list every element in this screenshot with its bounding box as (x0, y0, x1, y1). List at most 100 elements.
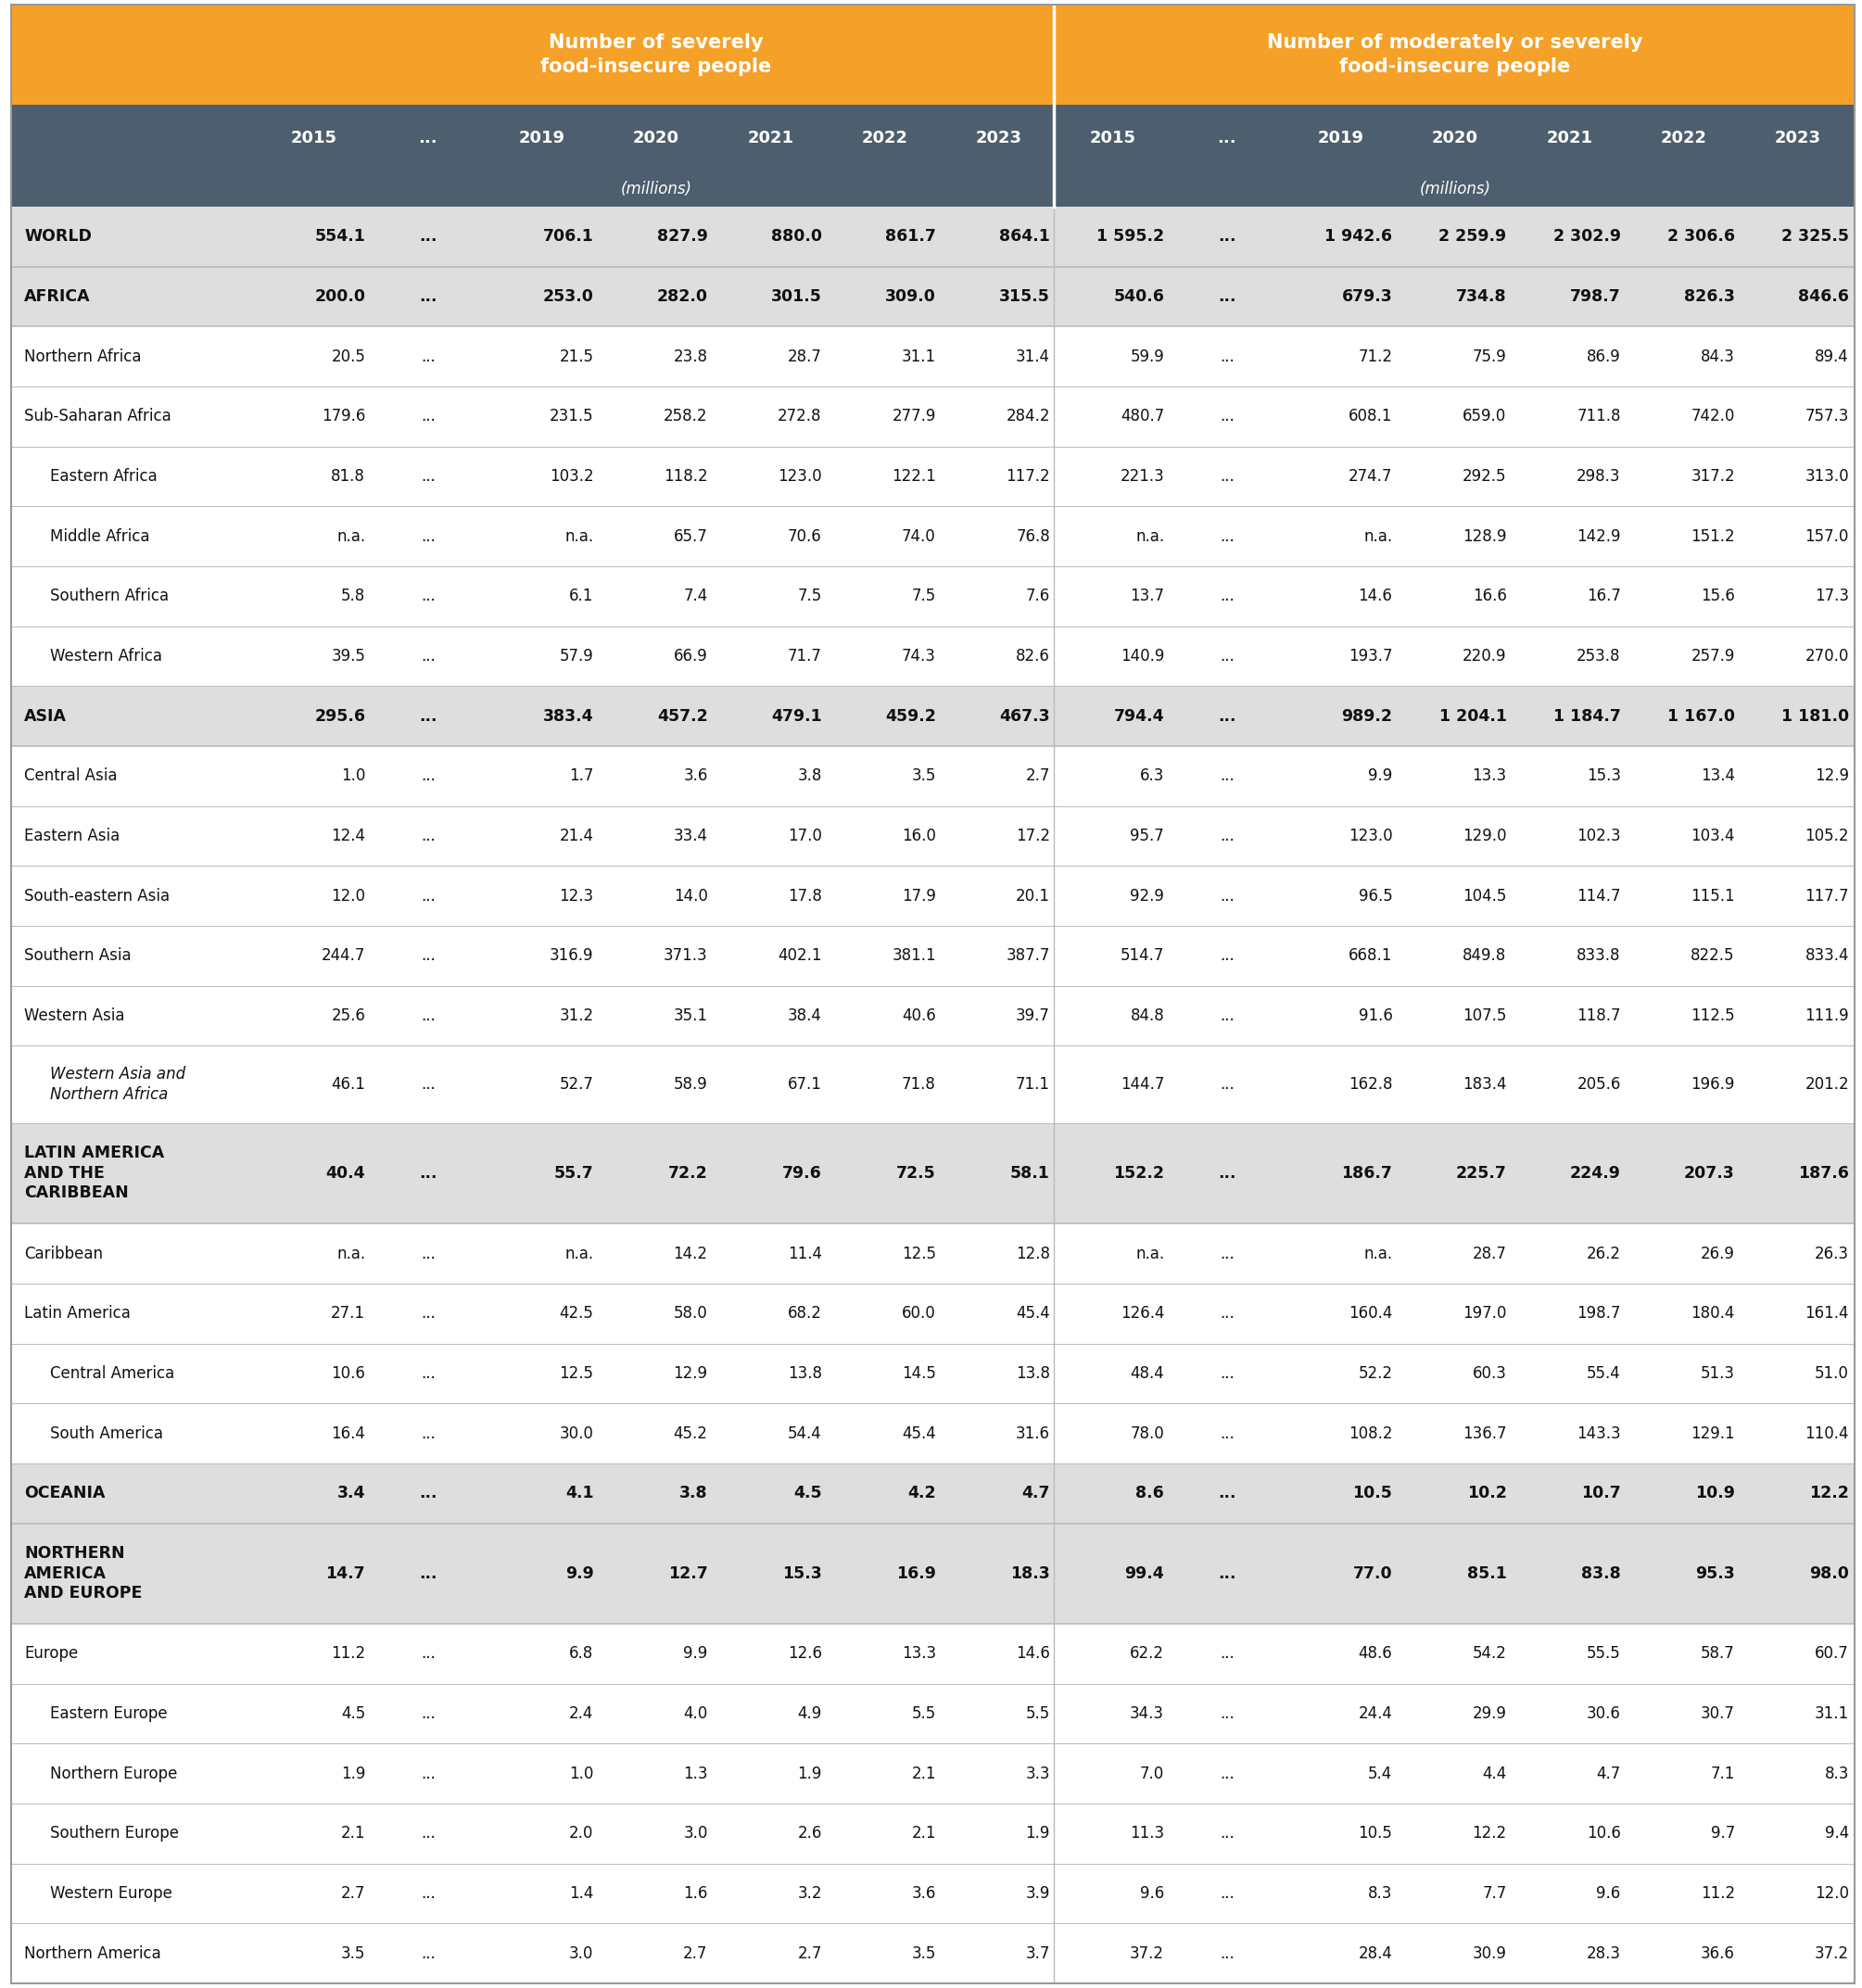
Text: ...: ... (421, 1646, 436, 1662)
Text: 10.6: 10.6 (1586, 1825, 1620, 1841)
Text: 45.2: 45.2 (674, 1425, 708, 1441)
Text: 51.0: 51.0 (1815, 1366, 1849, 1382)
Text: 31.1: 31.1 (1815, 1706, 1849, 1722)
Text: 58.9: 58.9 (674, 1076, 708, 1093)
Text: 1.0: 1.0 (341, 767, 365, 785)
Text: 17.9: 17.9 (901, 887, 937, 905)
Text: 16.0: 16.0 (901, 827, 937, 845)
Text: 10.6: 10.6 (331, 1366, 365, 1382)
Text: 12.2: 12.2 (1473, 1825, 1506, 1841)
Text: 258.2: 258.2 (663, 408, 708, 425)
Text: ...: ... (1220, 1646, 1235, 1662)
Text: 31.4: 31.4 (1017, 348, 1050, 366)
Text: 103.2: 103.2 (549, 467, 594, 485)
Text: 4.7: 4.7 (1596, 1765, 1620, 1781)
Text: 122.1: 122.1 (892, 467, 937, 485)
Text: Central Asia: Central Asia (24, 767, 117, 785)
Text: ...: ... (419, 708, 438, 724)
Text: 9.9: 9.9 (564, 1565, 594, 1582)
Text: 14.6: 14.6 (1017, 1646, 1050, 1662)
Text: 2.1: 2.1 (911, 1765, 937, 1781)
Text: Northern Africa: Northern Africa (24, 348, 142, 366)
Text: ...: ... (1220, 588, 1235, 604)
Text: 20.5: 20.5 (331, 348, 365, 366)
Text: 8.3: 8.3 (1825, 1765, 1849, 1781)
Bar (11, 986, 1855, 1046)
Text: 295.6: 295.6 (315, 708, 365, 724)
Text: 4.5: 4.5 (341, 1706, 365, 1722)
Text: Eastern Africa: Eastern Africa (50, 467, 156, 485)
Bar (11, 105, 1855, 171)
Text: 39.5: 39.5 (331, 648, 365, 664)
Text: 17.2: 17.2 (1017, 827, 1050, 845)
Text: Number of moderately or severely
food-insecure people: Number of moderately or severely food-in… (1268, 34, 1642, 76)
Text: 160.4: 160.4 (1348, 1306, 1393, 1322)
Text: 123.0: 123.0 (1348, 827, 1393, 845)
Text: 55.7: 55.7 (555, 1165, 594, 1181)
Text: ...: ... (421, 1366, 436, 1382)
Text: 3.5: 3.5 (912, 767, 937, 785)
Text: 13.8: 13.8 (788, 1366, 821, 1382)
Text: n.a.: n.a. (564, 1244, 594, 1262)
Text: 35.1: 35.1 (674, 1008, 708, 1024)
Bar (11, 1123, 1855, 1223)
Text: 4.5: 4.5 (793, 1485, 821, 1501)
Text: 136.7: 136.7 (1464, 1425, 1506, 1441)
Text: ...: ... (421, 467, 436, 485)
Text: n.a.: n.a. (337, 529, 365, 545)
Text: 220.9: 220.9 (1464, 648, 1506, 664)
Text: 1 167.0: 1 167.0 (1666, 708, 1735, 724)
Text: 11.2: 11.2 (1700, 1885, 1735, 1903)
Text: 37.2: 37.2 (1815, 1944, 1849, 1962)
Text: 91.6: 91.6 (1357, 1008, 1393, 1024)
Text: 79.6: 79.6 (782, 1165, 821, 1181)
Text: 274.7: 274.7 (1348, 467, 1393, 485)
Text: 298.3: 298.3 (1577, 467, 1620, 485)
Text: ...: ... (1220, 648, 1235, 664)
Text: 4.7: 4.7 (1022, 1485, 1050, 1501)
Text: 60.7: 60.7 (1815, 1646, 1849, 1662)
Text: ...: ... (1220, 887, 1235, 905)
Text: 65.7: 65.7 (674, 529, 708, 545)
Text: 2023: 2023 (976, 129, 1022, 147)
Bar (11, 447, 1855, 507)
Text: 849.8: 849.8 (1464, 948, 1506, 964)
Text: 7.5: 7.5 (912, 588, 937, 604)
Text: 54.4: 54.4 (788, 1425, 821, 1441)
Text: 794.4: 794.4 (1113, 708, 1164, 724)
Text: 3.0: 3.0 (683, 1825, 708, 1841)
Text: 1.6: 1.6 (683, 1885, 708, 1903)
Text: 37.2: 37.2 (1130, 1944, 1164, 1962)
Text: 57.9: 57.9 (559, 648, 594, 664)
Text: 14.5: 14.5 (901, 1366, 937, 1382)
Text: 108.2: 108.2 (1348, 1425, 1393, 1441)
Text: Southern Africa: Southern Africa (50, 588, 169, 604)
Text: 67.1: 67.1 (788, 1076, 821, 1093)
Text: 71.2: 71.2 (1357, 348, 1393, 366)
Text: 30.9: 30.9 (1473, 1944, 1506, 1962)
Text: 59.9: 59.9 (1130, 348, 1164, 366)
Text: Europe: Europe (24, 1646, 78, 1662)
Text: ...: ... (1220, 348, 1235, 366)
Text: 62.2: 62.2 (1130, 1646, 1164, 1662)
Text: ...: ... (1218, 288, 1236, 304)
Text: 3.4: 3.4 (337, 1485, 365, 1501)
Text: 12.3: 12.3 (559, 887, 594, 905)
Text: 55.5: 55.5 (1586, 1646, 1620, 1662)
Text: 284.2: 284.2 (1005, 408, 1050, 425)
Text: 48.4: 48.4 (1130, 1366, 1164, 1382)
Text: 2015: 2015 (1089, 129, 1136, 147)
Text: 40.6: 40.6 (901, 1008, 937, 1024)
Text: 317.2: 317.2 (1691, 467, 1735, 485)
Text: Northern Europe: Northern Europe (50, 1765, 177, 1781)
Text: ...: ... (1220, 1706, 1235, 1722)
Text: 833.8: 833.8 (1577, 948, 1620, 964)
Text: 152.2: 152.2 (1113, 1165, 1164, 1181)
Bar (11, 805, 1855, 867)
Text: 827.9: 827.9 (657, 229, 708, 245)
Text: 2.4: 2.4 (570, 1706, 594, 1722)
Text: 4.1: 4.1 (566, 1485, 594, 1501)
Text: 196.9: 196.9 (1691, 1076, 1735, 1093)
Text: AFRICA: AFRICA (24, 288, 91, 304)
Text: 114.7: 114.7 (1577, 887, 1620, 905)
